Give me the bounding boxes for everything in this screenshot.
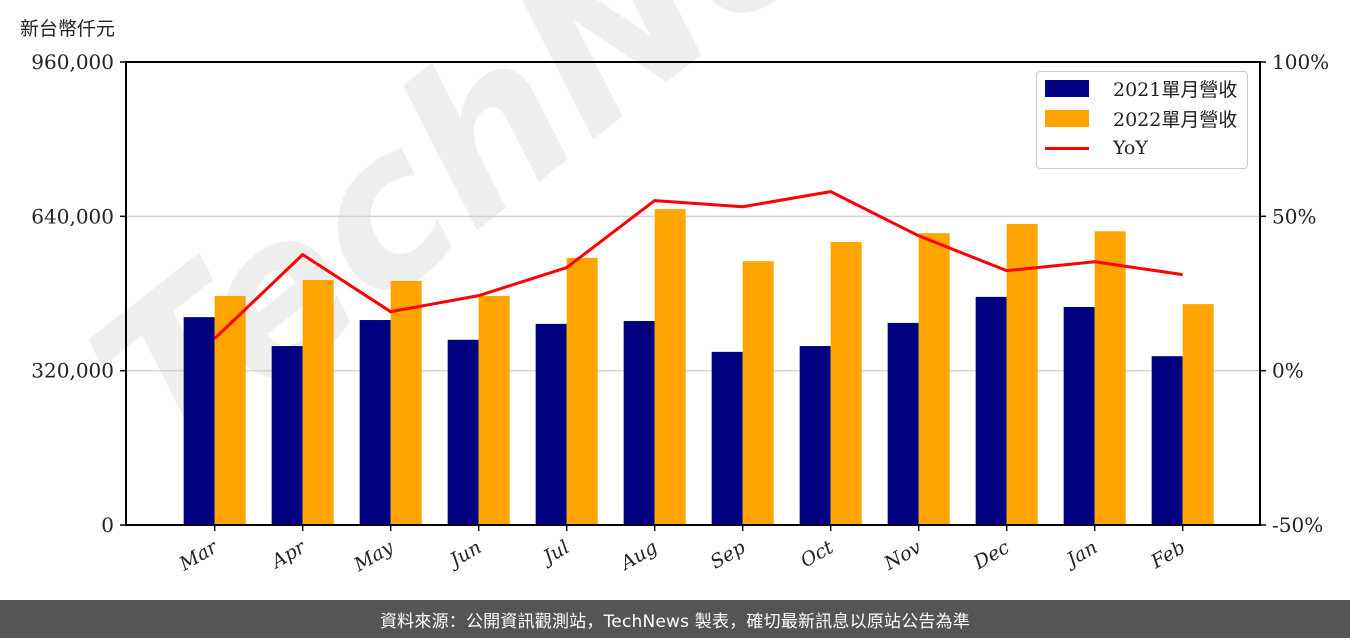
x-tick-label: Dec	[969, 536, 1013, 574]
y-axis-unit-label: 新台幣仟元	[20, 18, 116, 40]
y2-tick-label: 50%	[1272, 204, 1316, 228]
bar-2022單月營收-Feb	[1182, 304, 1214, 525]
bar-2022單月營收-Jun	[478, 295, 510, 525]
x-tick-label: Mar	[175, 535, 223, 575]
bar-2022單月營收-Jul	[566, 257, 598, 525]
bar-2021單月營收-Jul	[535, 323, 567, 525]
x-tick-label: Feb	[1147, 536, 1190, 573]
bar-2022單月營收-Sep	[742, 261, 774, 525]
bar-2021單月營收-Apr	[271, 346, 303, 525]
y2-tick-label: 100%	[1272, 50, 1329, 74]
bar-2021單月營收-Jan	[1063, 307, 1095, 525]
x-tick-label: Nov	[880, 536, 926, 575]
source-footer: 資料來源：公開資訊觀測站，TechNews 製表，確切最新訊息以原站公告為準	[0, 600, 1350, 638]
source-text: 資料來源：公開資訊觀測站，TechNews 製表，確切最新訊息以原站公告為準	[379, 611, 970, 632]
y2-tick-label: -50%	[1272, 513, 1323, 537]
bar-2022單月營收-Dec	[1006, 224, 1038, 526]
bar-2021單月營收-Jun	[447, 339, 479, 525]
bar-2022單月營收-Oct	[830, 241, 862, 526]
bar-2021單月營收-May	[359, 320, 391, 525]
bar-2021單月營收-Feb	[1151, 356, 1183, 525]
legend-swatch-2022	[1045, 109, 1089, 127]
bar-2021單月營收-Nov	[887, 322, 919, 525]
y-tick-label: 0	[101, 513, 114, 537]
bar-2021單月營收-Mar	[183, 317, 215, 525]
x-tick-label: Jun	[443, 536, 485, 573]
x-tick-label: Jul	[536, 536, 573, 570]
y-tick-label: 640,000	[31, 204, 114, 228]
bars	[183, 209, 1214, 526]
legend-label-2022: 2022單月營收	[1113, 108, 1238, 131]
yoy-line	[213, 190, 1183, 340]
legend: 2021單月營收 2022單月營收 YoY	[1036, 71, 1248, 169]
chart-area: TechNews 0320,000640,000960,000-50%0%50%…	[31, 0, 1329, 577]
y-tick-label: 960,000	[31, 50, 114, 74]
y-tick-label: 320,000	[31, 359, 114, 383]
y2-tick-label: 0%	[1272, 359, 1304, 383]
bar-2022單月營收-Aug	[654, 209, 686, 526]
x-tick-label: Apr	[266, 535, 311, 573]
x-tick-label: Sep	[707, 536, 750, 573]
legend-item-2022: 2022單月營收	[1045, 105, 1237, 131]
bar-2022單月營收-Mar	[214, 295, 246, 525]
legend-line-yoy	[1045, 146, 1089, 150]
bar-2021單月營收-Oct	[799, 346, 831, 525]
bar-2022單月營收-May	[390, 280, 422, 525]
bar-2021單月營收-Aug	[623, 320, 655, 525]
legend-label-yoy: YoY	[1113, 137, 1148, 159]
x-tick-label: May	[349, 536, 397, 576]
legend-item-2021: 2021單月營收	[1045, 75, 1237, 101]
legend-swatch-2021	[1045, 79, 1089, 97]
bar-2022單月營收-Apr	[302, 279, 334, 525]
x-tick-label: Aug	[615, 536, 661, 575]
bar-2022單月營收-Jan	[1094, 231, 1126, 526]
legend-label-2021: 2021單月營收	[1113, 78, 1238, 101]
x-tick-label: Jan	[1060, 536, 1101, 573]
legend-item-yoy: YoY	[1045, 135, 1148, 161]
bar-2021單月營收-Sep	[711, 351, 743, 525]
yoy-polyline	[213, 190, 1183, 340]
bar-2022單月營收-Nov	[918, 233, 950, 525]
x-tick-label: Oct	[797, 536, 838, 572]
bar-2021單月營收-Dec	[975, 296, 1007, 525]
